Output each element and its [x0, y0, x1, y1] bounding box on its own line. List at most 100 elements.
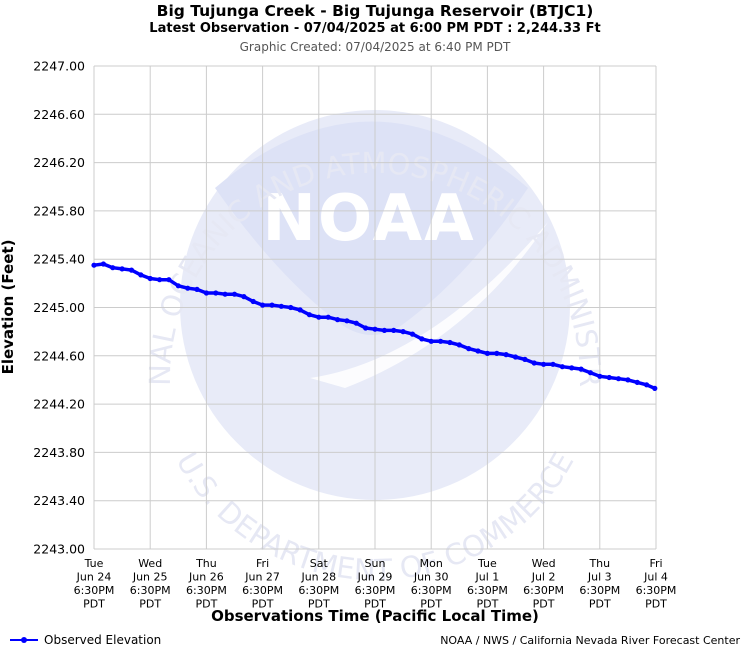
data-point — [597, 373, 603, 379]
data-point — [91, 262, 97, 268]
x-tick-label: Thu — [195, 557, 217, 570]
noaa-gull-shape — [215, 121, 528, 335]
data-point — [550, 361, 556, 367]
x-tick-label: Tue — [84, 557, 104, 570]
noaa-logo-text: NOAA — [262, 182, 475, 256]
data-point — [475, 348, 481, 354]
y-tick-label: 2244.60 — [33, 348, 85, 363]
x-tick-label: 6:30PM — [467, 584, 508, 597]
x-tick-label: 6:30PM — [523, 584, 564, 597]
data-point — [147, 275, 153, 282]
data-point — [185, 285, 191, 291]
x-tick-label: PDT — [645, 598, 667, 611]
data-point — [222, 291, 228, 297]
x-tick-label: 6:30PM — [579, 584, 620, 597]
data-point — [297, 307, 303, 313]
data-point — [381, 327, 387, 333]
x-tick-label: Sat — [310, 557, 329, 570]
y-tick-label: 2245.40 — [33, 252, 85, 267]
x-tick-label: PDT — [364, 598, 386, 611]
data-point — [484, 350, 490, 356]
x-tick-label: 6:30PM — [130, 584, 171, 597]
x-tick-label: Jul 2 — [531, 571, 556, 584]
data-point — [522, 356, 528, 362]
data-point — [128, 267, 135, 273]
data-point — [241, 294, 247, 300]
x-tick-label: Jul 4 — [643, 571, 668, 584]
data-point — [606, 374, 612, 381]
x-tick-label: Sun — [365, 557, 386, 570]
x-tick-label: PDT — [139, 598, 161, 611]
x-tick-label: 6:30PM — [411, 584, 452, 597]
y-tick-label: 2244.20 — [33, 397, 85, 412]
data-point — [447, 339, 453, 346]
x-tick-label: PDT — [533, 598, 555, 611]
x-tick-label: PDT — [476, 598, 498, 611]
data-point — [231, 291, 238, 297]
data-point — [269, 302, 275, 308]
data-point — [400, 329, 406, 335]
data-point — [344, 318, 350, 324]
x-tick-label: Jun 25 — [132, 571, 168, 584]
data-point — [157, 277, 163, 283]
data-point — [625, 377, 631, 383]
data-point — [278, 303, 284, 309]
data-point — [166, 277, 172, 283]
data-point — [391, 327, 397, 333]
data-point — [119, 266, 125, 272]
data-point — [260, 302, 266, 308]
y-axis-label: Elevation (Feet) — [0, 240, 17, 375]
data-point — [569, 365, 575, 371]
data-point — [587, 370, 594, 376]
data-point — [409, 331, 416, 337]
data-point — [194, 286, 200, 292]
x-tick-label: Jun 27 — [244, 571, 280, 584]
x-tick-label: Jun 24 — [76, 571, 112, 584]
x-tick-label: Fri — [256, 557, 269, 570]
graphic-created: Graphic Created: 07/04/2025 at 6:40 PM P… — [239, 40, 511, 54]
x-tick-label: PDT — [308, 598, 330, 611]
x-tick-label: Tue — [477, 557, 497, 570]
x-tick-label: 6:30PM — [355, 584, 396, 597]
data-point — [138, 272, 144, 278]
legend-label: Observed Elevation — [44, 633, 162, 647]
data-point — [541, 361, 547, 367]
data-point — [652, 385, 658, 391]
data-point — [110, 265, 116, 271]
data-point — [634, 379, 640, 385]
data-point — [531, 360, 537, 366]
data-point — [438, 338, 444, 344]
y-axis-ticks: 2247.00 2246.60 2246.20 2245.80 2245.40 2245.… — [33, 59, 85, 557]
data-point — [353, 320, 359, 326]
x-tick-label: Jul 1 — [475, 571, 500, 584]
x-tick-label: 6:30PM — [298, 584, 339, 597]
y-tick-label: 2246.20 — [33, 155, 85, 170]
x-tick-label: 6:30PM — [242, 584, 283, 597]
x-tick-label: Wed — [138, 557, 162, 570]
x-tick-label: PDT — [252, 598, 274, 611]
chart-grid — [93, 65, 657, 550]
y-tick-label: 2245.00 — [33, 300, 85, 315]
x-tick-label: Jun 28 — [300, 571, 336, 584]
data-point — [644, 382, 650, 388]
x-tick-label: Thu — [588, 557, 610, 570]
noaa-watermark: NOAA NATIONAL OCEANIC AND ATMOSPHERIC AD… — [0, 0, 607, 587]
chart-legend: Observed Elevation — [10, 633, 161, 647]
data-point — [213, 290, 219, 296]
data-point — [325, 314, 331, 320]
data-point — [494, 350, 500, 356]
y-tick-label: 2243.00 — [33, 542, 85, 557]
y-tick-label: 2243.40 — [33, 493, 85, 508]
x-tick-label: PDT — [420, 598, 442, 611]
x-axis-label: Observations Time (Pacific Local Time) — [211, 607, 539, 625]
data-point — [334, 317, 341, 323]
x-tick-label: Fri — [649, 557, 662, 570]
data-point — [456, 342, 462, 348]
y-tick-label: 2246.60 — [33, 107, 85, 122]
data-point — [316, 314, 322, 320]
data-point — [100, 261, 106, 267]
data-point — [559, 364, 565, 370]
observed-elevation-series — [91, 261, 658, 391]
data-point — [466, 346, 472, 352]
